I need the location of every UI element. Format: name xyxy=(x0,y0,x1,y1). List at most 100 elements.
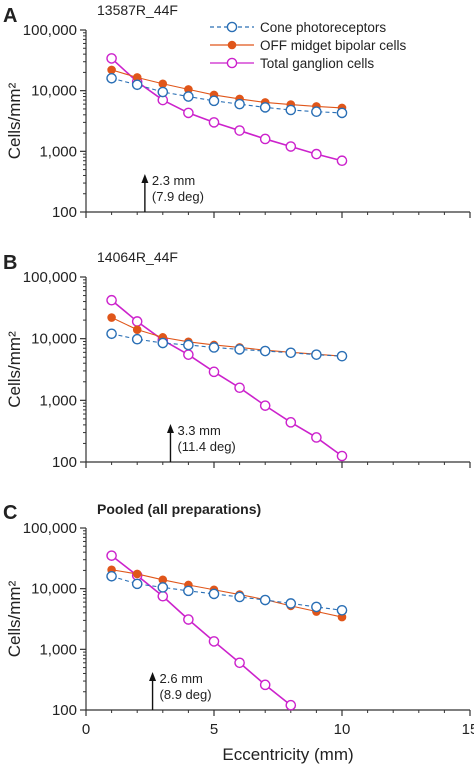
data-point xyxy=(336,350,348,362)
data-point xyxy=(132,325,142,334)
x-tick-label: 15 xyxy=(462,721,474,738)
series-total-ganglion-cells xyxy=(106,294,348,462)
series-cone-photoreceptors xyxy=(106,328,348,362)
data-point xyxy=(311,601,322,613)
series-off-midget-bipolar-cells xyxy=(107,565,347,622)
data-point xyxy=(336,107,348,119)
data-point xyxy=(336,155,348,167)
y-tick-label: 100,000 xyxy=(23,269,77,286)
y-tick-label: 100,000 xyxy=(23,520,77,537)
data-point xyxy=(285,141,297,152)
panel-subtitle: 14064R_44F xyxy=(97,249,178,265)
series-line xyxy=(111,555,292,706)
legend-label: Total ganglion cells xyxy=(260,56,374,71)
series-total-ganglion-cells xyxy=(106,53,348,167)
data-point xyxy=(106,294,117,306)
data-point xyxy=(208,95,220,107)
x-tick-label: 5 xyxy=(210,721,218,738)
y-tick-label: 100 xyxy=(52,204,77,221)
data-point xyxy=(336,450,348,462)
data-point xyxy=(131,79,143,91)
data-point xyxy=(183,585,194,597)
y-tick-label: 100 xyxy=(52,454,77,471)
data-point xyxy=(183,614,194,625)
data-point xyxy=(131,333,143,345)
y-tick-label: 1,000 xyxy=(39,641,77,658)
data-point xyxy=(158,79,168,89)
data-point xyxy=(259,102,271,113)
panel-b: B 14064R_44F 100 1,000 10,000 100,000 Cells/mm… xyxy=(3,249,471,471)
y-tick-label: 10,000 xyxy=(31,331,77,348)
series-line xyxy=(111,77,343,114)
x-axis-title: Eccentricity (mm) xyxy=(222,745,353,764)
x-tick-label: 10 xyxy=(334,721,351,738)
data-point xyxy=(183,91,194,102)
data-point xyxy=(336,604,348,616)
legend-marker xyxy=(226,21,238,33)
data-point xyxy=(259,345,271,357)
data-point xyxy=(106,53,117,64)
series-cone-photoreceptors xyxy=(106,72,348,119)
series-line xyxy=(111,317,343,357)
legend-marker xyxy=(227,40,237,50)
legend-label: Cone photoreceptors xyxy=(260,20,386,35)
panel-subtitle: Pooled (all preparations) xyxy=(97,501,261,517)
data-point xyxy=(157,337,169,349)
data-point xyxy=(234,344,245,355)
data-point xyxy=(106,72,117,84)
data-point xyxy=(234,382,245,394)
data-point xyxy=(208,366,220,378)
y-axis-title: Cells/mm² xyxy=(5,331,24,408)
data-point xyxy=(157,590,169,602)
y-tick-label: 100 xyxy=(52,702,77,719)
data-point xyxy=(157,86,169,98)
series-line xyxy=(111,333,343,357)
y-tick-label: 10,000 xyxy=(31,83,77,100)
series-cone-photoreceptors xyxy=(106,570,348,616)
data-point xyxy=(183,339,194,351)
data-point xyxy=(131,578,143,590)
data-point xyxy=(183,349,194,360)
data-point xyxy=(259,400,271,411)
y-axis-title: Cells/mm² xyxy=(5,82,24,159)
annotation-line-1: 3.3 mm xyxy=(177,423,220,438)
data-point xyxy=(311,349,322,360)
data-point xyxy=(259,133,271,145)
data-point xyxy=(311,106,322,118)
series-total-ganglion-cells xyxy=(106,550,297,711)
data-point xyxy=(311,148,322,160)
data-point xyxy=(208,342,220,353)
series-off-midget-bipolar-cells xyxy=(107,313,347,361)
data-point xyxy=(311,432,322,443)
y-tick-label: 100,000 xyxy=(23,22,77,39)
data-point xyxy=(106,570,117,582)
data-point xyxy=(208,636,220,647)
data-point xyxy=(234,125,245,136)
data-point xyxy=(183,107,194,119)
y-tick-label: 1,000 xyxy=(39,392,77,409)
legend: Cone photoreceptors OFF midget bipolar ce… xyxy=(210,20,407,71)
data-point xyxy=(106,328,117,340)
data-point xyxy=(106,550,117,561)
data-point xyxy=(234,657,245,669)
annotation-arrow-head xyxy=(149,672,157,681)
data-point xyxy=(259,594,271,606)
data-point xyxy=(157,582,169,593)
data-point xyxy=(234,591,245,603)
x-tick-label: 0 xyxy=(82,721,90,738)
series-line xyxy=(111,569,343,618)
data-point xyxy=(132,569,142,579)
legend-label: OFF midget bipolar cells xyxy=(260,38,407,53)
annotation-arrow-head xyxy=(166,424,174,433)
series-line xyxy=(111,69,343,109)
annotation-line-2: (7.9 deg) xyxy=(152,189,204,204)
data-point xyxy=(259,679,271,691)
data-point xyxy=(285,104,297,116)
y-tick-label: 10,000 xyxy=(31,581,77,598)
annotation-arrow-head xyxy=(141,174,149,183)
series-line xyxy=(111,575,343,611)
series-line xyxy=(111,57,343,162)
series-line xyxy=(111,299,343,457)
panel-letter: B xyxy=(3,252,17,274)
